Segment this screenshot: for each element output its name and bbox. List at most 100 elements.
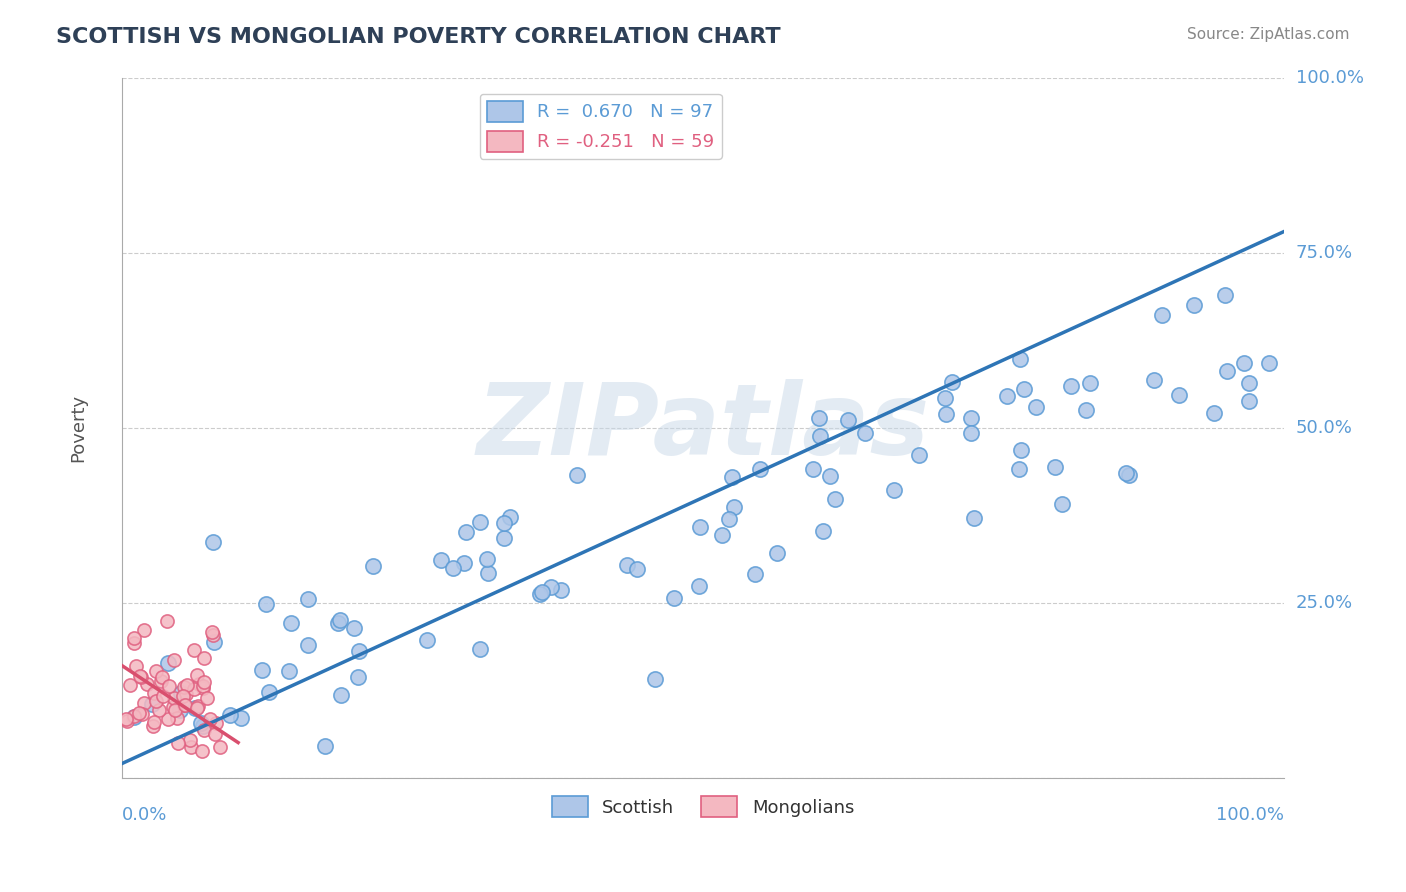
Point <box>131 706 153 721</box>
Point <box>723 500 745 515</box>
Point <box>361 558 384 573</box>
Point <box>477 566 499 581</box>
Point <box>1010 443 1032 458</box>
Point <box>124 631 146 645</box>
Point <box>837 413 859 427</box>
Point <box>1074 402 1097 417</box>
Text: 100.0%: 100.0% <box>1216 805 1284 823</box>
Point <box>142 714 165 729</box>
Point <box>190 716 212 731</box>
Point <box>934 392 956 406</box>
Point <box>191 681 214 696</box>
Point <box>280 615 302 630</box>
Point <box>330 688 353 702</box>
Point <box>157 679 180 693</box>
Point <box>453 556 475 570</box>
Point <box>960 425 983 440</box>
Point <box>145 664 167 678</box>
Point <box>165 703 187 717</box>
Point <box>468 516 491 530</box>
Point <box>122 710 145 724</box>
Point <box>616 558 638 572</box>
Point <box>152 689 174 703</box>
Point <box>818 469 841 483</box>
Point <box>205 716 228 731</box>
Point <box>128 706 150 720</box>
Point <box>1052 497 1074 511</box>
Point <box>150 670 173 684</box>
Point <box>174 698 197 712</box>
Point <box>169 703 191 717</box>
Point <box>162 699 184 714</box>
Point <box>468 642 491 657</box>
Point <box>1059 379 1081 393</box>
Point <box>193 723 215 738</box>
Point <box>1202 406 1225 420</box>
Point <box>193 675 215 690</box>
Point <box>156 712 179 726</box>
Text: 100.0%: 100.0% <box>1295 69 1364 87</box>
Point <box>1142 374 1164 388</box>
Point <box>808 429 831 443</box>
Point <box>711 528 734 542</box>
Point <box>1216 363 1239 377</box>
Point <box>166 736 188 750</box>
Point <box>148 703 170 717</box>
Point <box>257 685 280 699</box>
Point <box>1237 394 1260 409</box>
Legend: Scottish, Mongolians: Scottish, Mongolians <box>544 789 862 824</box>
Point <box>718 511 741 525</box>
Point <box>198 712 221 726</box>
Point <box>644 672 666 686</box>
Point <box>122 709 145 723</box>
Point <box>187 698 209 713</box>
Point <box>118 678 141 692</box>
Point <box>1008 352 1031 367</box>
Point <box>416 632 439 647</box>
Point <box>201 628 224 642</box>
Point <box>721 470 744 484</box>
Point <box>117 714 139 729</box>
Point <box>180 739 202 754</box>
Point <box>1257 356 1279 370</box>
Text: 0.0%: 0.0% <box>122 805 167 823</box>
Point <box>314 739 336 753</box>
Point <box>122 635 145 649</box>
Point <box>748 462 770 476</box>
Point <box>550 582 572 597</box>
Point <box>143 686 166 700</box>
Point <box>191 744 214 758</box>
Point <box>141 697 163 711</box>
Point <box>250 664 273 678</box>
Point <box>959 410 981 425</box>
Point <box>174 688 197 702</box>
Point <box>297 638 319 652</box>
Point <box>179 732 201 747</box>
Point <box>1237 376 1260 390</box>
Point <box>173 680 195 694</box>
Text: Source: ZipAtlas.com: Source: ZipAtlas.com <box>1187 27 1350 42</box>
Point <box>626 561 648 575</box>
Point <box>853 425 876 440</box>
Point <box>1233 356 1256 370</box>
Point <box>1213 288 1236 302</box>
Point <box>156 657 179 671</box>
Point <box>908 448 931 462</box>
Point <box>278 664 301 678</box>
Point <box>995 389 1018 403</box>
Text: 25.0%: 25.0% <box>1295 593 1353 612</box>
Point <box>186 701 208 715</box>
Point <box>173 698 195 713</box>
Point <box>202 635 225 649</box>
Point <box>150 673 173 688</box>
Point <box>204 727 226 741</box>
Point <box>808 410 831 425</box>
Point <box>529 587 551 601</box>
Point <box>565 468 588 483</box>
Point <box>229 711 252 725</box>
Point <box>1152 308 1174 322</box>
Point <box>963 510 986 524</box>
Point <box>941 375 963 389</box>
Point <box>499 509 522 524</box>
Point <box>202 535 225 549</box>
